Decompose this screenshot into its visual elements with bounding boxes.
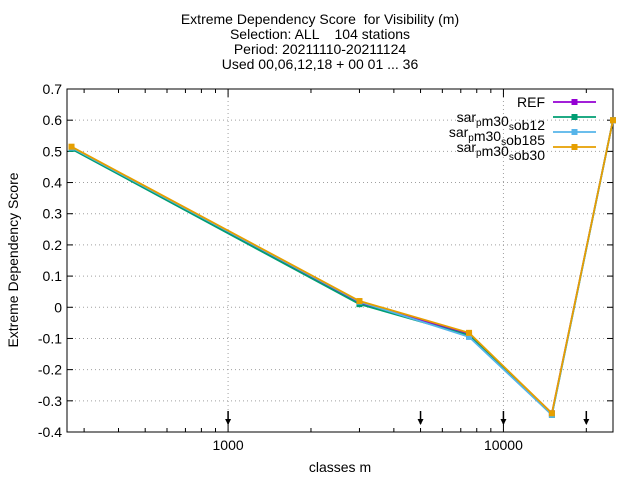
series-line — [71, 120, 614, 417]
x-axis-label: classes m — [309, 459, 371, 475]
series-point — [610, 117, 616, 124]
marker-arrow-head — [225, 419, 232, 425]
chart-title: Extreme Dependency Score for Visibility … — [180, 11, 460, 27]
series-point — [356, 298, 363, 305]
y-tick-label: -0.1 — [38, 330, 62, 346]
legend-label: sarpm30sob30 — [457, 139, 546, 163]
axis-ticks: -0.4 -0.3 -0.2 -0.1 0 0.1 0.2 0.3 0.4 0.5 0.6 0.7 10… — [38, 81, 613, 453]
legend-swatch-marker — [571, 99, 578, 105]
series-lines — [68, 117, 616, 418]
y-axis-label: Extreme Dependency Score — [5, 172, 21, 347]
series-point — [548, 410, 555, 417]
y-tick-label: 0.5 — [43, 143, 63, 159]
series-point — [466, 333, 473, 340]
y-tick-label: 0.7 — [43, 81, 63, 97]
chart-subtitle-selection: Selection: ALL 104 stations — [229, 26, 411, 42]
chart-subtitle-period: Period: 20211110-20211124 — [233, 41, 407, 57]
legend-swatch-marker — [571, 129, 578, 135]
chart-subtitle-used: Used 00,06,12,18 + 00 01 ... 36 — [221, 56, 419, 72]
legend-label: sarpm30sob12 — [457, 109, 546, 133]
marker-arrow-head — [583, 419, 590, 425]
y-tick-label: 0.3 — [43, 206, 63, 222]
marker-arrows — [225, 411, 590, 425]
y-tick-label: 0.1 — [43, 268, 63, 284]
marker-arrow-head — [417, 419, 424, 425]
grid — [67, 89, 613, 432]
x-tick-label: 10000 — [484, 437, 523, 453]
plot-frame — [66, 88, 614, 433]
legend-label: REF — [517, 94, 545, 110]
y-tick-label: 0.4 — [43, 175, 63, 191]
series-point — [68, 143, 75, 150]
y-tick-label: -0.4 — [38, 424, 62, 440]
y-tick-label: -0.2 — [38, 362, 62, 378]
y-tick-label: 0.6 — [43, 112, 63, 128]
marker-arrow-head — [500, 419, 507, 425]
legend-label: sarpm30sob185 — [449, 124, 545, 148]
y-tick-label: -0.3 — [38, 393, 62, 409]
x-tick-label: 1000 — [213, 437, 244, 453]
legend-swatch-marker — [571, 114, 578, 120]
y-tick-label: 0 — [54, 299, 62, 315]
series-line — [71, 120, 614, 417]
y-tick-label: 0.2 — [43, 237, 63, 253]
series-point — [466, 329, 473, 336]
legend-swatch-marker — [571, 144, 578, 150]
